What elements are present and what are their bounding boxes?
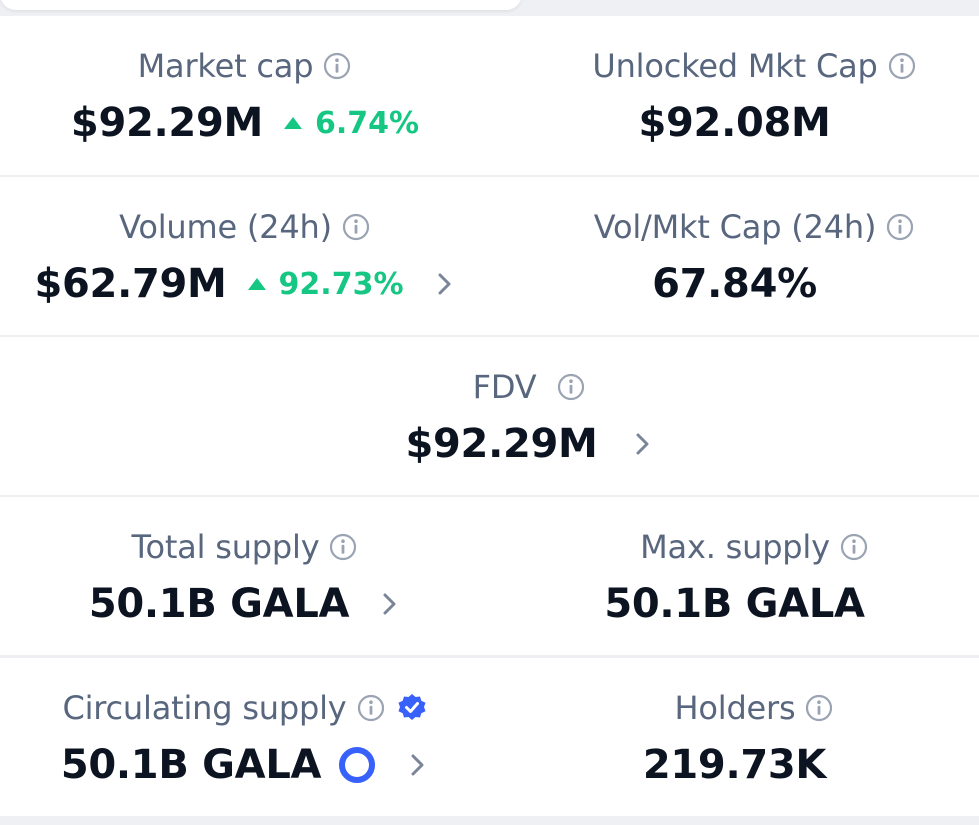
total-supply-label: Total supply: [131, 528, 320, 566]
holders-label-row: Holders: [510, 688, 979, 728]
max-supply-stat: Max. supply 50.1B GALA: [490, 497, 979, 655]
caret-up-icon: [283, 116, 303, 130]
volume-24h-stat[interactable]: Volume (24h) $62.79M 92.73%: [0, 177, 490, 335]
fdv-label-row: FDV: [40, 367, 979, 407]
total-supply-label-row: Total supply: [0, 527, 490, 567]
info-icon[interactable]: [885, 212, 915, 242]
unlocked-mkt-cap-label: Unlocked Mkt Cap: [592, 47, 878, 85]
max-supply-value-row: 50.1B GALA: [490, 581, 979, 627]
total-supply-value-row: 50.1B GALA: [0, 581, 490, 627]
verified-badge-icon[interactable]: [396, 692, 428, 724]
holders-value: 219.73K: [642, 742, 827, 788]
caret-up-icon: [247, 277, 267, 291]
fdv-label: FDV: [472, 368, 537, 406]
volume-24h-change-value: 92.73%: [278, 266, 404, 302]
stats-row-market-cap: Market cap $92.29M 6.74% Unlocked Mkt Ca…: [0, 16, 979, 175]
chevron-right-icon[interactable]: [434, 269, 456, 299]
unlocked-mkt-cap-value-row: $92.08M: [490, 100, 979, 146]
market-cap-change-value: 6.74%: [314, 105, 420, 141]
info-icon[interactable]: [839, 532, 869, 562]
fdv-value-row: $92.29M: [40, 421, 979, 467]
chevron-right-icon[interactable]: [632, 429, 654, 459]
market-cap-label-row: Market cap: [0, 46, 490, 86]
circulating-supply-stat[interactable]: Circulating supply 50.1B GALA: [0, 658, 490, 816]
circulating-supply-label-row: Circulating supply: [0, 688, 490, 728]
stats-row-supply: Total supply 50.1B GALA Max. supply 50.1…: [0, 497, 979, 655]
max-supply-value: 50.1B GALA: [604, 581, 865, 627]
circulating-supply-ring-icon: [337, 745, 377, 785]
stats-row-volume: Volume (24h) $62.79M 92.73% Vol/Mkt Cap …: [0, 177, 979, 335]
info-icon[interactable]: [322, 51, 352, 81]
volume-24h-label-row: Volume (24h): [0, 207, 490, 247]
market-cap-stat: Market cap $92.29M 6.74%: [0, 16, 490, 175]
chevron-right-icon[interactable]: [407, 750, 429, 780]
previous-card-edge: [0, 0, 522, 10]
fdv-value: $92.29M: [405, 421, 598, 467]
stats-row-circulating: Circulating supply 50.1B GALA: [0, 658, 979, 816]
circulating-supply-value-row: 50.1B GALA: [0, 742, 490, 788]
vol-mkt-cap-24h-label: Vol/Mkt Cap (24h): [593, 208, 877, 246]
holders-stat: Holders 219.73K: [490, 658, 979, 816]
unlocked-mkt-cap-label-row: Unlocked Mkt Cap: [510, 46, 979, 86]
holders-value-row: 219.73K: [490, 742, 979, 788]
volume-24h-value-row: $62.79M 92.73%: [0, 261, 490, 307]
total-supply-value: 50.1B GALA: [88, 581, 350, 627]
vol-mkt-cap-24h-label-row: Vol/Mkt Cap (24h): [510, 207, 979, 247]
unlocked-mkt-cap-stat: Unlocked Mkt Cap $92.08M: [490, 16, 979, 175]
unlocked-mkt-cap-value: $92.08M: [638, 100, 831, 146]
volume-24h-value: $62.79M: [34, 261, 227, 307]
vol-mkt-cap-24h-stat: Vol/Mkt Cap (24h) 67.84%: [490, 177, 979, 335]
holders-label: Holders: [674, 689, 796, 727]
market-cap-value-row: $92.29M 6.74%: [0, 100, 490, 146]
market-cap-label: Market cap: [137, 47, 314, 85]
chevron-right-icon[interactable]: [379, 589, 401, 619]
stats-row-fdv: FDV $92.29M: [0, 337, 979, 495]
circulating-supply-value: 50.1B GALA: [60, 742, 322, 788]
total-supply-stat[interactable]: Total supply 50.1B GALA: [0, 497, 490, 655]
market-cap-change: 6.74%: [283, 106, 419, 141]
info-icon[interactable]: [804, 693, 834, 723]
max-supply-label: Max. supply: [640, 528, 830, 566]
volume-24h-change: 92.73%: [247, 267, 404, 302]
vol-mkt-cap-24h-value: 67.84%: [652, 261, 817, 307]
info-icon[interactable]: [341, 212, 371, 242]
market-cap-value: $92.29M: [70, 100, 263, 146]
fdv-stat[interactable]: FDV $92.29M: [0, 337, 979, 495]
info-icon[interactable]: [356, 693, 386, 723]
max-supply-label-row: Max. supply: [510, 527, 979, 567]
volume-24h-label: Volume (24h): [119, 208, 332, 246]
info-icon[interactable]: [556, 372, 586, 402]
vol-mkt-cap-24h-value-row: 67.84%: [490, 261, 979, 307]
info-icon[interactable]: [887, 51, 917, 81]
circulating-supply-label: Circulating supply: [62, 689, 347, 727]
info-icon[interactable]: [328, 532, 358, 562]
